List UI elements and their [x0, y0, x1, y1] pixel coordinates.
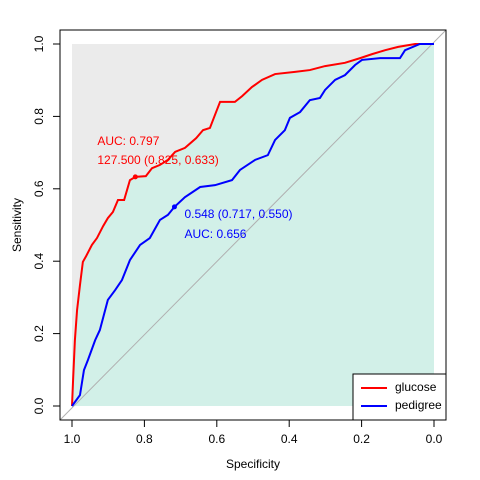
- threshold-label: 0.548 (0.717, 0.550): [184, 207, 292, 221]
- plot-frame: [59, 29, 447, 421]
- legend-box: [352, 373, 447, 421]
- x-tick-label: 0.2: [353, 432, 370, 446]
- x-tick-label: 0.8: [136, 432, 153, 446]
- threshold-point: [132, 174, 138, 180]
- threshold-label: 127.500 (0.825, 0.633): [97, 153, 218, 167]
- y-tick-label: 1.0: [32, 35, 46, 52]
- x-tick-label: 0.0: [426, 432, 443, 446]
- roc-curve: [71, 43, 434, 407]
- legend-label: pedigree: [395, 398, 442, 412]
- diagonal: [60, 30, 446, 420]
- roc-curve: [71, 43, 434, 407]
- y-tick-label: 0.4: [32, 253, 46, 270]
- y-tick-label: 0.8: [32, 108, 46, 125]
- y-axis-label: Sensitivity: [10, 198, 24, 252]
- x-tick-label: 0.6: [208, 432, 225, 446]
- threshold-point: [171, 204, 177, 210]
- legend-label: glucose: [395, 380, 437, 394]
- x-axis-label: Specificity: [226, 457, 280, 471]
- x-tick-label: 0.4: [281, 432, 298, 446]
- y-tick-label: 0.6: [32, 180, 46, 197]
- y-tick-label: 0.2: [32, 325, 46, 342]
- curves: [71, 43, 434, 407]
- auc-label: AUC: 0.656: [184, 227, 246, 241]
- x-tick-label: 1.0: [64, 432, 81, 446]
- y-tick-label: 0.0: [32, 397, 46, 414]
- auc-label: AUC: 0.797: [97, 134, 159, 148]
